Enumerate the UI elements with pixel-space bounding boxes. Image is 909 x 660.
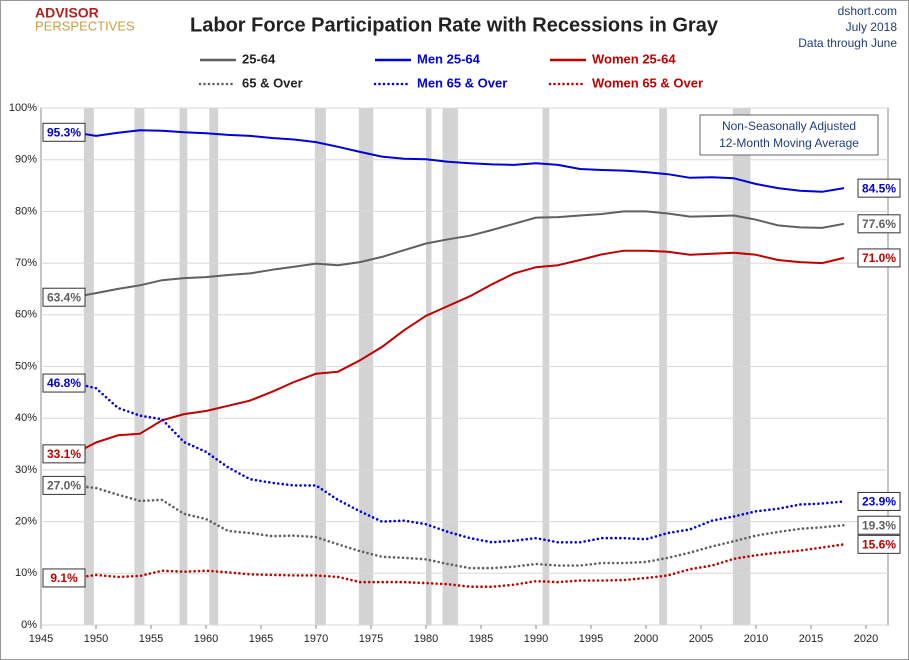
legend-label: Women 25-64 xyxy=(592,51,676,66)
value-label-box xyxy=(857,214,901,234)
note: 12-Month Moving Average xyxy=(719,136,859,150)
value-label-box xyxy=(42,568,86,588)
y-tick-label: 50% xyxy=(15,360,37,372)
y-tick-label: 20% xyxy=(15,516,37,528)
x-tick-label: 2000 xyxy=(634,633,658,645)
value-label: 84.5% xyxy=(862,181,896,195)
y-tick-label: 70% xyxy=(15,257,37,269)
value-label: 46.8% xyxy=(47,376,81,390)
legend-label: 65 & Over xyxy=(242,75,303,90)
y-tick-label: 90% xyxy=(15,154,37,166)
legend-label: Women 65 & Over xyxy=(592,75,703,90)
legend-label: 25-64 xyxy=(242,51,276,66)
x-tick-label: 1980 xyxy=(414,633,438,645)
value-label-box xyxy=(857,178,901,198)
value-label-box xyxy=(857,534,901,554)
y-tick-label: 30% xyxy=(15,464,37,476)
x-tick-label: 1990 xyxy=(524,633,548,645)
y-tick-label: 40% xyxy=(15,412,37,424)
value-label-box xyxy=(42,122,86,142)
y-tick-label: 60% xyxy=(15,309,37,321)
series-line xyxy=(73,129,845,193)
value-label-box xyxy=(42,287,86,307)
x-tick-label: 1965 xyxy=(249,633,273,645)
value-label: 63.4% xyxy=(47,290,81,304)
legend-label: Men 25-64 xyxy=(417,51,481,66)
x-tick-label: 1950 xyxy=(84,633,108,645)
x-tick-label: 2010 xyxy=(744,633,768,645)
value-label: 15.6% xyxy=(862,538,896,552)
logo: ADVISOR xyxy=(35,5,99,21)
source: July 2018 xyxy=(846,20,898,34)
source: Data through June xyxy=(798,36,897,50)
series-line xyxy=(72,381,846,544)
series-line xyxy=(72,543,846,588)
y-tick-label: 80% xyxy=(15,205,37,217)
y-tick-label: 0% xyxy=(21,619,37,631)
x-tick-label: 1995 xyxy=(579,633,603,645)
value-label: 27.0% xyxy=(47,479,81,493)
value-label: 19.3% xyxy=(862,518,896,532)
value-label: 71.0% xyxy=(862,251,896,265)
value-label-box xyxy=(42,444,86,464)
x-tick-label: 1970 xyxy=(304,633,328,645)
value-label: 33.1% xyxy=(47,447,81,461)
value-label-box xyxy=(857,491,901,511)
series-line xyxy=(73,210,845,299)
value-label-box xyxy=(42,373,86,393)
source: dshort.com xyxy=(838,4,897,18)
logo: PERSPECTIVES xyxy=(35,18,135,33)
x-tick-label: 2020 xyxy=(854,633,878,645)
value-label-box xyxy=(42,475,86,495)
x-tick-label: 1945 xyxy=(29,633,53,645)
legend-label: Men 65 & Over xyxy=(417,75,507,90)
note-box xyxy=(699,114,879,156)
x-tick-label: 1955 xyxy=(139,633,163,645)
value-label-box xyxy=(857,248,901,268)
x-tick-label: 1960 xyxy=(194,633,218,645)
y-tick-label: 10% xyxy=(15,567,37,579)
series-line xyxy=(73,249,845,455)
x-tick-label: 2015 xyxy=(799,633,823,645)
y-tick-label: 100% xyxy=(9,102,37,114)
value-label: 9.1% xyxy=(50,571,78,585)
value-label: 95.3% xyxy=(47,125,81,139)
series-line xyxy=(72,484,846,570)
value-label: 23.9% xyxy=(862,495,896,509)
chart-title: Labor Force Participation Rate with Rece… xyxy=(190,14,719,36)
value-label: 77.6% xyxy=(862,217,896,231)
value-label-box xyxy=(857,515,901,535)
x-tick-label: 2005 xyxy=(689,633,713,645)
x-tick-label: 1975 xyxy=(359,633,383,645)
x-tick-label: 1985 xyxy=(469,633,493,645)
note: Non-Seasonally Adjusted xyxy=(722,119,856,133)
